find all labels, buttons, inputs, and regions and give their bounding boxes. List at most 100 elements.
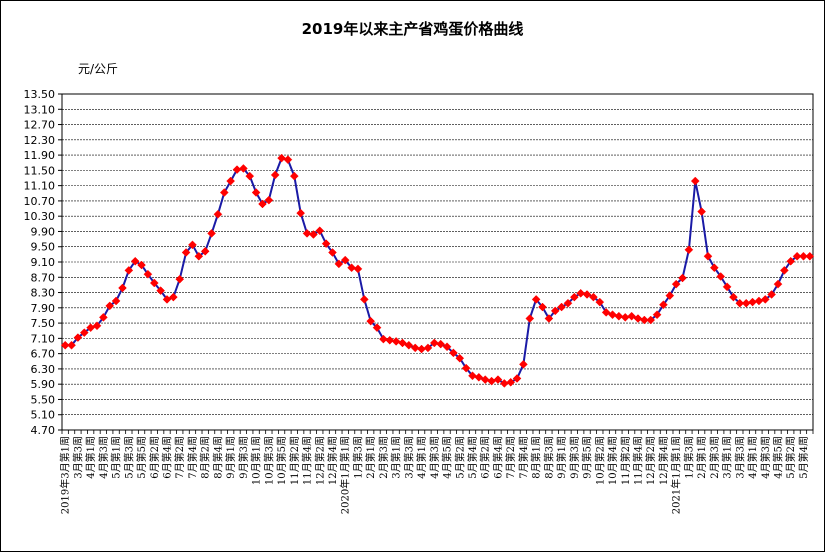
y-tick-label: 7.50 — [31, 317, 56, 330]
x-tick-label: 12月第4周 — [657, 436, 670, 485]
x-tick-label: 3月第1周 — [390, 436, 403, 479]
x-tick-label: 2019年3月第1周 — [59, 436, 72, 514]
data-point-marker — [461, 363, 471, 373]
x-tick-label: 8月第3周 — [542, 436, 555, 479]
data-point-marker — [690, 176, 700, 186]
x-tick-label: 7月第4周 — [186, 436, 199, 479]
data-point-marker — [627, 311, 636, 321]
y-tick-label: 7.10 — [31, 332, 56, 345]
data-point-marker — [735, 298, 745, 308]
data-point-marker — [398, 338, 407, 348]
data-point-marker — [99, 313, 108, 322]
data-point-marker — [563, 298, 573, 308]
data-point-marker — [200, 246, 210, 256]
data-point-marker — [786, 256, 796, 266]
data-point-marker — [143, 269, 153, 279]
data-point-marker — [423, 343, 433, 353]
data-point-marker — [652, 310, 662, 320]
data-point-marker — [239, 164, 248, 173]
x-tick-label: 12月第2周 — [313, 436, 326, 485]
x-tick-label: 9月第3周 — [568, 436, 581, 479]
x-tick-label: 8月第2周 — [199, 436, 212, 479]
y-tick-label: 9.10 — [31, 256, 56, 269]
data-point-marker — [391, 337, 401, 346]
x-tick-label: 1月第3周 — [682, 436, 695, 479]
x-tick-label: 11月第4周 — [301, 436, 314, 485]
data-point-marker — [671, 279, 681, 289]
data-point-marker — [169, 292, 178, 302]
data-point-marker — [678, 273, 687, 283]
x-tick-label: 10月第2周 — [593, 436, 606, 485]
data-point-marker — [531, 295, 541, 304]
data-point-marker — [226, 176, 236, 186]
data-point-marker — [659, 300, 668, 310]
x-tick-label: 8月第1周 — [530, 436, 543, 479]
data-point-marker — [722, 282, 732, 292]
x-tick-label: 6月第4周 — [491, 436, 504, 479]
data-point-marker — [480, 375, 490, 384]
data-point-marker — [442, 342, 452, 352]
data-point-marker — [309, 230, 318, 239]
data-point-marker — [569, 292, 579, 302]
data-point-marker — [639, 315, 649, 325]
data-point-marker — [130, 256, 140, 266]
data-point-marker — [404, 340, 414, 350]
x-tick-label: 8月第4周 — [211, 436, 224, 479]
data-point-marker — [417, 344, 426, 354]
x-tick-label: 5月第5周 — [135, 436, 148, 479]
x-tick-label: 12月第4周 — [326, 436, 339, 485]
data-point-marker — [754, 296, 764, 306]
x-tick-label: 5月第4周 — [797, 436, 810, 479]
x-tick-label: 6月第2周 — [479, 436, 492, 479]
x-tick-label: 4月第1周 — [415, 436, 428, 479]
x-tick-label: 4月第3周 — [428, 436, 441, 479]
data-point-marker — [767, 290, 776, 299]
data-point-marker — [697, 207, 706, 216]
y-tick-label: 6.70 — [31, 348, 56, 361]
data-point-marker — [264, 195, 274, 205]
data-point-marker — [474, 372, 484, 382]
x-tick-label: 7月第4周 — [517, 436, 530, 479]
y-tick-label: 4.70 — [31, 424, 56, 437]
data-point-marker — [512, 374, 522, 383]
x-tick-label: 3月第3周 — [733, 436, 746, 479]
data-point-marker — [614, 311, 624, 321]
y-tick-label: 9.50 — [31, 241, 56, 254]
data-point-marker — [359, 295, 369, 304]
data-point-marker — [92, 321, 102, 331]
data-point-marker — [124, 266, 134, 275]
price-series-line — [65, 157, 810, 385]
y-tick-label: 13.50 — [24, 88, 56, 101]
x-tick-label: 10月第4周 — [606, 436, 619, 485]
data-point-marker — [118, 283, 127, 293]
data-point-marker — [780, 266, 789, 275]
y-axis-unit-label: 元/公斤 — [78, 62, 119, 76]
data-point-marker — [620, 313, 630, 322]
x-tick-label: 9月第1周 — [555, 436, 568, 479]
data-point-marker — [519, 359, 528, 369]
data-point-marker — [538, 302, 547, 312]
y-tick-label: 10.30 — [24, 210, 56, 223]
y-tick-label: 11.10 — [24, 180, 56, 193]
x-tick-label: 4月第1周 — [84, 436, 97, 479]
data-point-marker — [67, 340, 76, 350]
x-tick-label: 10月第3周 — [262, 436, 275, 485]
data-point-marker — [181, 248, 191, 257]
x-tick-label: 3月第3周 — [71, 436, 84, 479]
data-point-marker — [601, 308, 611, 317]
x-tick-label: 9月第3周 — [237, 436, 250, 479]
data-point-marker — [270, 170, 280, 180]
x-tick-label: 6月第4周 — [161, 436, 174, 479]
y-tick-label: 6.30 — [31, 363, 56, 376]
data-point-marker — [633, 314, 643, 323]
x-tick-label: 7月第2周 — [173, 436, 186, 479]
x-tick-label: 2020年1月第1周 — [339, 436, 352, 514]
data-point-marker — [449, 348, 458, 358]
data-point-marker — [748, 297, 757, 307]
y-tick-label: 5.10 — [31, 409, 56, 422]
data-point-marker — [646, 315, 656, 325]
y-tick-label: 8.70 — [31, 271, 56, 284]
data-point-marker — [455, 353, 465, 363]
